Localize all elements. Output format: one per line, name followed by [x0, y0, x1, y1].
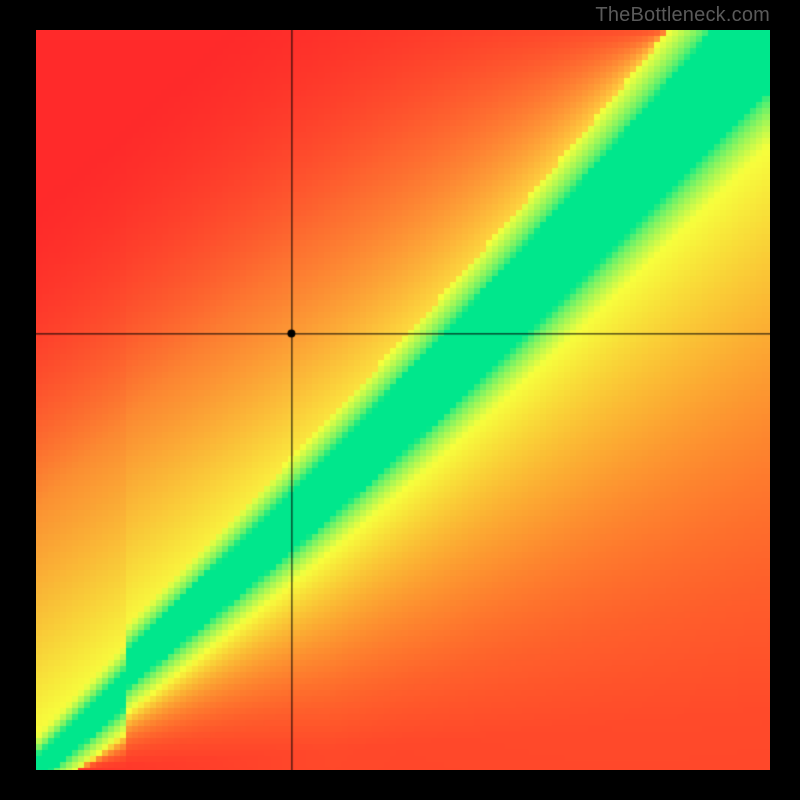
- crosshair-overlay: [36, 30, 770, 770]
- watermark-text: TheBottleneck.com: [595, 4, 770, 27]
- chart-container: TheBottleneck.com: [0, 0, 800, 800]
